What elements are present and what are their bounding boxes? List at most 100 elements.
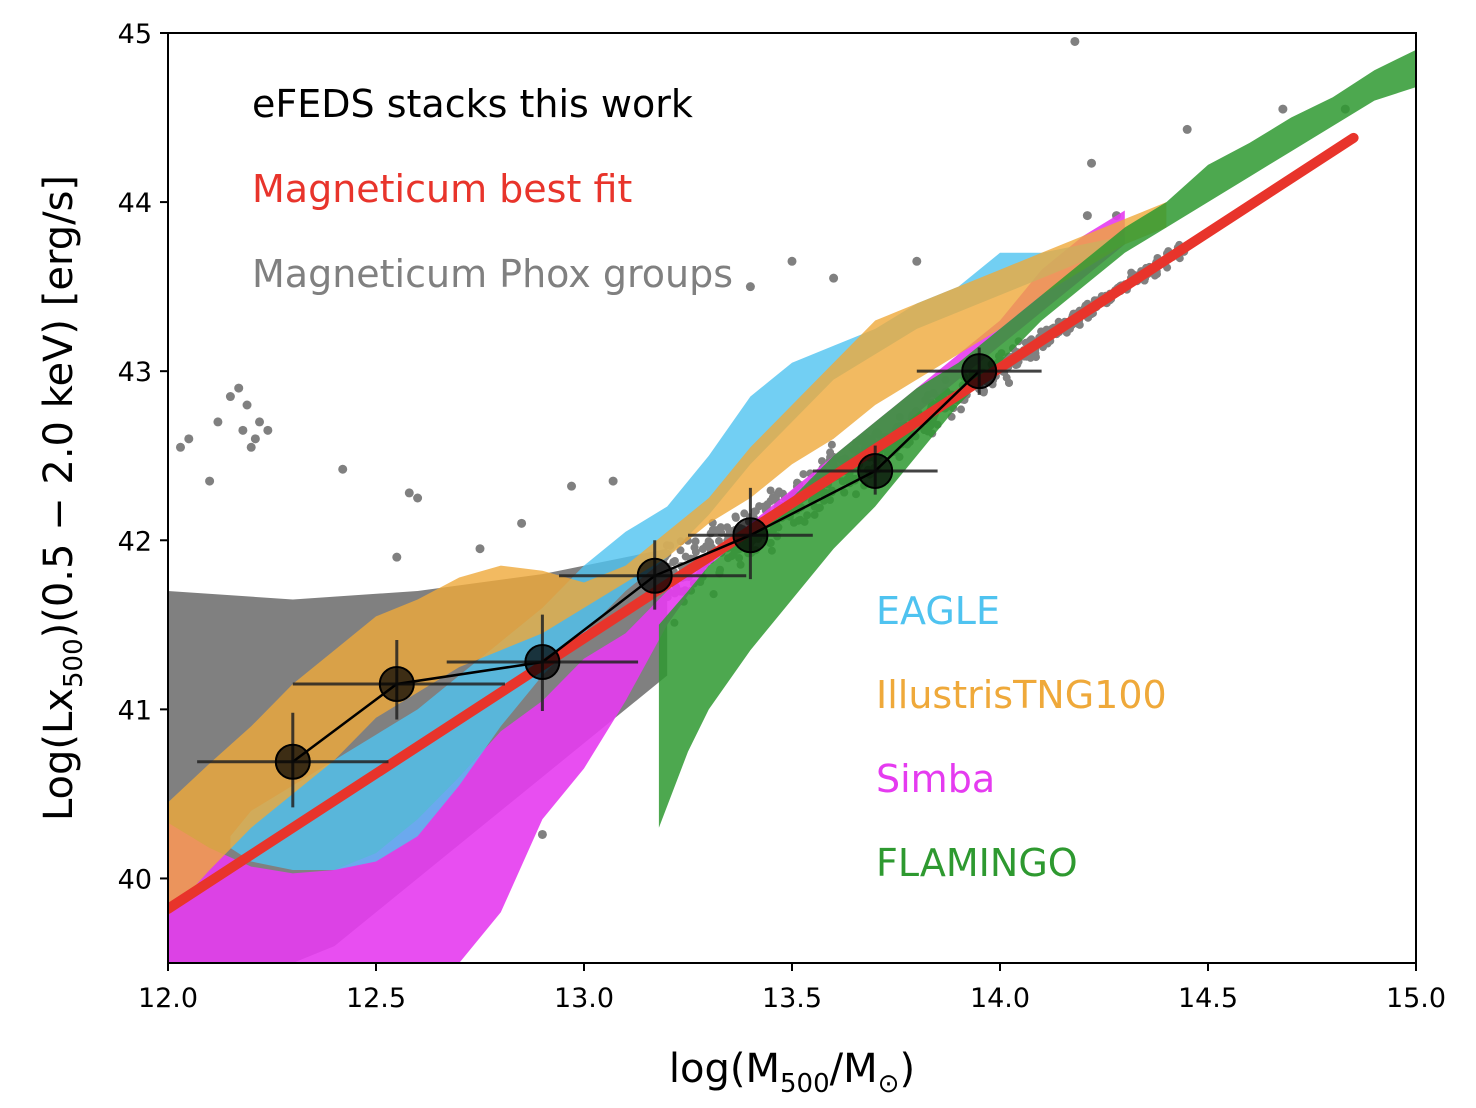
phox-group-point xyxy=(595,641,603,650)
x-tick-label: 14.5 xyxy=(1178,983,1238,1014)
y-tick-label: 41 xyxy=(118,695,152,726)
x-tick-label: 14.0 xyxy=(970,983,1030,1014)
phox-group-point xyxy=(356,736,365,745)
phox-group-outlier xyxy=(250,434,260,444)
phox-group-outlier xyxy=(912,256,922,266)
phox-group-point xyxy=(725,526,734,535)
legend-phox: Magneticum Phox groups xyxy=(252,252,733,296)
x-tick-label: 12.5 xyxy=(346,983,406,1014)
phox-group-point xyxy=(690,543,699,552)
phox-group-outlier xyxy=(1087,158,1097,168)
efeds-stacks xyxy=(197,347,1042,808)
phox-group-outlier xyxy=(567,481,577,491)
x-tick-label: 15.0 xyxy=(1386,983,1446,1014)
phox-group-outlier xyxy=(517,518,527,528)
phox-group-outlier xyxy=(392,552,402,562)
phox-group-point xyxy=(628,613,637,622)
phox-group-outlier xyxy=(404,488,414,498)
legend-efeds: eFEDS stacks this work xyxy=(252,82,693,126)
efeds-stack-point xyxy=(378,666,415,702)
phox-group-outlier xyxy=(238,425,248,435)
eagle-band xyxy=(230,235,1125,870)
efeds-stack-point xyxy=(636,557,673,594)
phox-group-point xyxy=(377,719,386,728)
phox-group-point xyxy=(362,732,371,741)
legend-center-right: EAGLE IllustrisTNG100 Simba FLAMINGO xyxy=(876,589,1167,885)
phox-group-point xyxy=(619,619,628,628)
legend-fit: Magneticum best fit xyxy=(252,167,632,211)
y-tick-label: 43 xyxy=(118,357,152,388)
phox-group-outlier xyxy=(475,544,485,554)
phox-group-point xyxy=(401,708,409,717)
legend-flamingo: FLAMINGO xyxy=(876,841,1078,885)
phox-group-point xyxy=(827,440,836,449)
phox-group-outlier xyxy=(184,434,194,444)
y-tick-label: 45 xyxy=(118,19,152,50)
phox-group-point xyxy=(766,486,775,495)
phox-group-point xyxy=(957,405,965,414)
axis-ticks: 12.0 12.5 13.0 13.5 14.0 14.5 15.0 40 41 42 43 44 45 xyxy=(118,19,1446,1014)
x-tick-label: 13.0 xyxy=(554,983,614,1014)
phox-group-point xyxy=(979,388,988,397)
phox-group-outlier xyxy=(1082,211,1092,221)
phox-group-outlier xyxy=(213,417,223,427)
phox-group-point xyxy=(766,497,775,505)
phox-group-outlier xyxy=(263,425,273,435)
phox-group-outlier xyxy=(246,442,256,452)
efeds-stack-point xyxy=(961,353,998,390)
phox-group-point xyxy=(557,668,566,676)
phox-group-outlier xyxy=(255,417,265,427)
legend-top-left: eFEDS stacks this work Magneticum best fi… xyxy=(252,82,733,296)
phox-group-point xyxy=(704,537,713,546)
simulation-bands xyxy=(168,49,1416,963)
x-tick-label: 13.5 xyxy=(762,983,822,1014)
phox-group-point xyxy=(698,545,707,553)
phox-group-outlier xyxy=(225,392,235,402)
phox-group-point xyxy=(731,513,740,522)
efeds-stack-point xyxy=(274,743,311,780)
phox-group-outlier xyxy=(205,476,215,486)
legend-simba: Simba xyxy=(876,757,995,801)
legend-eagle: EAGLE xyxy=(876,589,1000,633)
phox-group-outlier xyxy=(234,383,244,393)
y-tick-label: 40 xyxy=(118,864,152,895)
phox-group-outlier xyxy=(1278,104,1288,114)
phox-group-outlier xyxy=(829,273,839,283)
phox-group-outlier xyxy=(175,442,185,452)
phox-group-point xyxy=(715,537,723,545)
phox-group-outlier xyxy=(787,256,797,266)
phox-group-outlier xyxy=(1182,124,1192,134)
phox-group-point xyxy=(818,457,826,466)
phox-group-outlier xyxy=(338,464,348,474)
tng-band xyxy=(168,202,1167,916)
phox-group-point xyxy=(612,627,621,635)
phox-group-point xyxy=(716,523,725,532)
y-axis-title: Log(Lx500)(0.5 − 2.0 keV) [erg/s] xyxy=(36,175,89,821)
phox-group-point xyxy=(691,537,700,546)
phox-group-point xyxy=(401,700,410,709)
x-axis-title: log(M500/M⊙) xyxy=(669,1046,915,1099)
x-tick-label: 12.0 xyxy=(138,983,198,1014)
phox-group-point xyxy=(409,700,417,709)
phox-group-outlier xyxy=(745,282,755,292)
efeds-stack-point xyxy=(857,452,894,489)
phox-group-point xyxy=(755,502,764,511)
phox-group-outlier xyxy=(608,476,618,486)
phox-group-point xyxy=(670,557,679,565)
phox-group-outlier xyxy=(537,829,547,839)
y-tick-label: 42 xyxy=(118,526,152,557)
phox-group-point xyxy=(1005,378,1013,387)
phox-group-outlier xyxy=(242,400,252,410)
efeds-stack-point xyxy=(732,517,769,554)
phox-group-point xyxy=(773,490,782,499)
phox-group-point xyxy=(574,648,583,656)
phox-group-outlier xyxy=(413,493,423,503)
efeds-stack-point xyxy=(524,644,561,681)
phox-group-point xyxy=(676,546,685,555)
phox-group-point xyxy=(522,697,531,706)
y-tick-label: 44 xyxy=(118,188,152,219)
phox-group-outlier xyxy=(1070,36,1080,46)
plot-area xyxy=(168,36,1416,963)
legend-tng: IllustrisTNG100 xyxy=(876,673,1167,717)
